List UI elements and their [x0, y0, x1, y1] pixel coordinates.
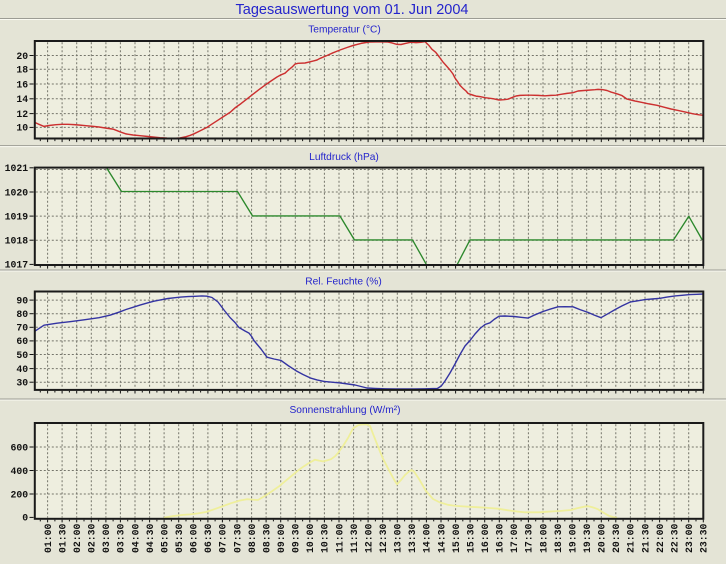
svg-text:1017: 1017: [5, 260, 29, 271]
svg-text:23:00: 23:00: [684, 523, 695, 553]
svg-text:22:00: 22:00: [655, 523, 666, 553]
svg-text:19:00: 19:00: [567, 523, 578, 553]
svg-text:11:00: 11:00: [334, 523, 345, 553]
svg-text:04:30: 04:30: [145, 523, 156, 553]
svg-text:05:00: 05:00: [159, 523, 170, 553]
svg-text:Rel. Feuchte (%): Rel. Feuchte (%): [305, 277, 381, 288]
svg-text:12:00: 12:00: [363, 523, 374, 553]
svg-text:30: 30: [16, 378, 28, 389]
svg-text:06:00: 06:00: [189, 523, 200, 553]
svg-text:15:00: 15:00: [451, 523, 462, 553]
svg-text:12: 12: [16, 109, 28, 120]
svg-text:14:30: 14:30: [436, 523, 447, 553]
svg-text:0: 0: [22, 513, 28, 524]
svg-text:22:30: 22:30: [669, 523, 680, 553]
svg-text:18: 18: [16, 65, 28, 76]
svg-text:400: 400: [11, 466, 29, 477]
svg-text:08:30: 08:30: [261, 523, 272, 553]
svg-text:40: 40: [16, 364, 28, 375]
svg-text:16: 16: [16, 79, 28, 90]
svg-text:1021: 1021: [5, 163, 29, 174]
svg-text:20:00: 20:00: [597, 523, 608, 553]
svg-text:13:30: 13:30: [407, 523, 418, 553]
svg-text:06:30: 06:30: [203, 523, 214, 553]
svg-text:200: 200: [11, 489, 29, 500]
svg-text:21:30: 21:30: [640, 523, 651, 553]
svg-text:14:00: 14:00: [422, 523, 433, 553]
svg-text:Temperatur (°C): Temperatur (°C): [308, 25, 381, 36]
svg-text:80: 80: [16, 309, 28, 320]
svg-text:60: 60: [16, 336, 28, 347]
svg-text:02:30: 02:30: [87, 523, 98, 553]
svg-text:50: 50: [16, 350, 28, 361]
svg-text:90: 90: [16, 295, 28, 306]
svg-text:Tagesauswertung vom 01. Jun 20: Tagesauswertung vom 01. Jun 2004: [236, 2, 469, 18]
svg-text:07:00: 07:00: [218, 523, 229, 553]
svg-text:15:30: 15:30: [465, 523, 476, 553]
svg-text:02:00: 02:00: [72, 523, 83, 553]
svg-text:04:00: 04:00: [130, 523, 141, 553]
svg-text:09:00: 09:00: [276, 523, 287, 553]
svg-text:1018: 1018: [5, 236, 29, 247]
svg-text:10:00: 10:00: [305, 523, 316, 553]
svg-text:07:30: 07:30: [232, 523, 243, 553]
svg-text:17:30: 17:30: [524, 523, 535, 553]
svg-text:70: 70: [16, 323, 28, 334]
svg-text:01:30: 01:30: [57, 523, 68, 553]
svg-text:03:30: 03:30: [116, 523, 127, 553]
svg-text:1019: 1019: [5, 211, 29, 222]
svg-text:Sonnenstrahlung (W/m²): Sonnenstrahlung (W/m²): [290, 405, 401, 416]
svg-text:18:30: 18:30: [553, 523, 564, 553]
svg-text:Luftdruck (hPa): Luftdruck (hPa): [309, 152, 379, 163]
svg-text:09:30: 09:30: [291, 523, 302, 553]
svg-text:21:00: 21:00: [626, 523, 637, 553]
svg-text:08:00: 08:00: [247, 523, 258, 553]
svg-text:1020: 1020: [5, 187, 29, 198]
svg-text:17:00: 17:00: [509, 523, 520, 553]
svg-text:600: 600: [11, 442, 29, 453]
svg-text:05:30: 05:30: [174, 523, 185, 553]
svg-text:23:30: 23:30: [699, 523, 710, 553]
svg-text:20: 20: [16, 51, 28, 62]
svg-text:10: 10: [16, 123, 28, 134]
svg-text:01:00: 01:00: [43, 523, 54, 553]
svg-text:03:00: 03:00: [101, 523, 112, 553]
svg-text:10:30: 10:30: [320, 523, 331, 553]
svg-text:13:00: 13:00: [393, 523, 404, 553]
svg-text:14: 14: [16, 94, 28, 105]
svg-text:12:30: 12:30: [378, 523, 389, 553]
svg-text:16:30: 16:30: [495, 523, 506, 553]
svg-text:18:00: 18:00: [538, 523, 549, 553]
svg-text:19:30: 19:30: [582, 523, 593, 553]
svg-text:20:30: 20:30: [611, 523, 622, 553]
svg-text:11:30: 11:30: [349, 523, 360, 553]
svg-text:16:00: 16:00: [480, 523, 491, 553]
